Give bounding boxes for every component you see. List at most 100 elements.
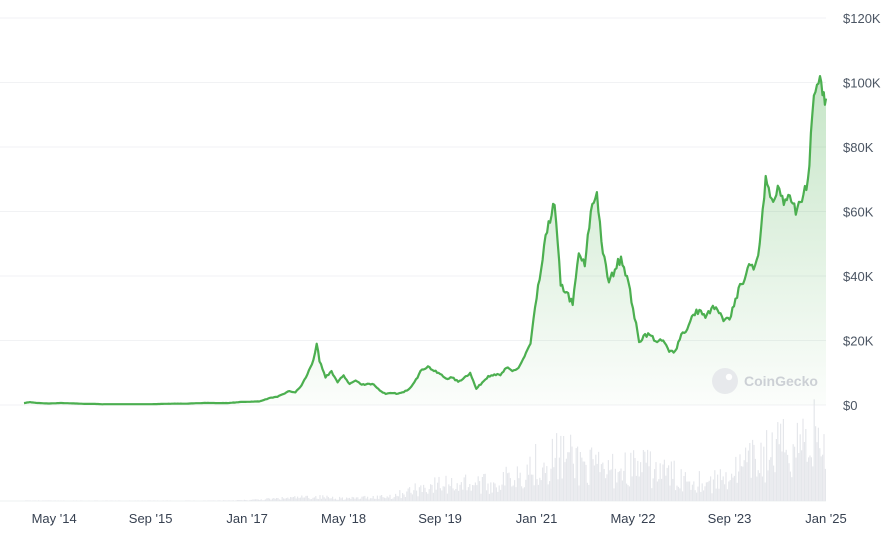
- y-tick-label: $60K: [843, 205, 874, 220]
- volume-bar: [795, 457, 797, 501]
- volume-bar: [558, 457, 560, 501]
- volume-bar: [613, 488, 615, 501]
- volume-bar: [610, 469, 612, 501]
- volume-bar: [635, 475, 637, 501]
- volume-bar: [409, 487, 411, 501]
- volume-bar: [656, 481, 658, 501]
- volume-bar: [733, 475, 735, 501]
- volume-bar: [483, 474, 485, 501]
- volume-bar: [607, 460, 609, 501]
- volume-bar: [549, 481, 551, 501]
- volume-bar: [491, 492, 493, 501]
- volume-bar: [729, 480, 731, 501]
- volume-bar: [417, 496, 419, 501]
- volume-bar: [645, 462, 647, 501]
- volume-bar: [388, 497, 390, 501]
- volume-bar: [353, 497, 355, 501]
- volume-bar: [626, 483, 628, 501]
- volume-bar: [732, 477, 734, 501]
- x-tick-label: May '22: [610, 511, 655, 526]
- volume-bar: [754, 458, 756, 501]
- volume-bar: [698, 471, 700, 501]
- volume-bar: [393, 497, 395, 501]
- volume-bar: [743, 460, 745, 501]
- volume-bar: [717, 474, 719, 501]
- volume-bar: [312, 497, 314, 501]
- volume-bar: [285, 498, 287, 501]
- volume-bar: [421, 492, 423, 501]
- volume-bar: [288, 498, 290, 501]
- volume-bar: [295, 498, 297, 501]
- volume-bar: [722, 476, 724, 501]
- volume-bar: [381, 495, 383, 501]
- volume-bar: [642, 450, 644, 501]
- volume-bar: [565, 458, 567, 501]
- volume-bar: [413, 490, 415, 501]
- volume-bar: [232, 500, 234, 501]
- volume-bar: [207, 500, 209, 501]
- volume-bar: [358, 499, 360, 501]
- volume-bar: [291, 497, 293, 501]
- volume-bar: [652, 478, 654, 501]
- volume-bar: [249, 499, 251, 501]
- volume-bar: [822, 454, 824, 501]
- volume-bar: [441, 490, 443, 501]
- volume-bar: [540, 480, 542, 501]
- volume-bar: [509, 478, 511, 501]
- volume-bar: [262, 500, 264, 501]
- volume-bar: [267, 498, 269, 501]
- volume-bar: [246, 500, 248, 501]
- x-tick-label: May '14: [32, 511, 77, 526]
- volume-bar: [784, 452, 786, 501]
- volume-bar: [396, 495, 398, 501]
- volume-bar: [488, 493, 490, 501]
- volume-bar: [539, 477, 541, 501]
- volume-bar: [719, 469, 721, 501]
- volume-bar: [694, 490, 696, 501]
- volume-bar: [535, 444, 537, 501]
- volume-bar: [49, 500, 51, 501]
- volume-bar: [452, 488, 454, 501]
- volume-bar: [416, 490, 418, 501]
- volume-bar: [369, 498, 371, 501]
- volume-bar: [455, 489, 457, 501]
- volume-bar: [465, 474, 467, 501]
- volume-bar: [427, 493, 429, 501]
- volume-bar: [785, 449, 787, 501]
- volume-bar: [481, 477, 483, 501]
- volume-bar: [264, 499, 266, 501]
- volume-bar: [544, 473, 546, 501]
- volume-bar: [213, 500, 215, 501]
- volume-bar: [647, 449, 649, 501]
- volume-bar: [392, 498, 394, 501]
- volume-bar: [774, 472, 776, 501]
- volume-bar: [250, 499, 252, 501]
- volume-bar: [789, 471, 791, 501]
- volume-bar: [707, 482, 709, 501]
- volume-bar: [493, 482, 495, 501]
- volume-bar: [397, 496, 399, 501]
- volume-bar: [749, 443, 751, 501]
- volume-bar: [270, 499, 272, 501]
- volume-bar: [556, 433, 558, 501]
- volume-bar: [816, 442, 818, 501]
- volume-bar: [616, 482, 618, 501]
- volume-bar: [521, 486, 523, 501]
- volume-bar: [691, 484, 693, 501]
- volume-bar: [304, 497, 306, 501]
- volume-bar: [350, 498, 352, 501]
- volume-bar: [546, 466, 548, 501]
- volume-bar: [333, 499, 335, 501]
- volume-bar: [715, 488, 717, 501]
- volume-bar: [235, 500, 237, 501]
- volume-bar: [530, 474, 532, 501]
- volume-bar: [528, 474, 530, 501]
- volume-bar: [341, 497, 343, 501]
- x-tick-label: Sep '15: [129, 511, 173, 526]
- volume-bar: [780, 423, 782, 501]
- volume-bar: [634, 458, 636, 501]
- x-tick-label: May '18: [321, 511, 366, 526]
- volume-bar: [385, 498, 387, 501]
- volume-bar: [563, 436, 565, 501]
- volume-bar: [537, 484, 539, 501]
